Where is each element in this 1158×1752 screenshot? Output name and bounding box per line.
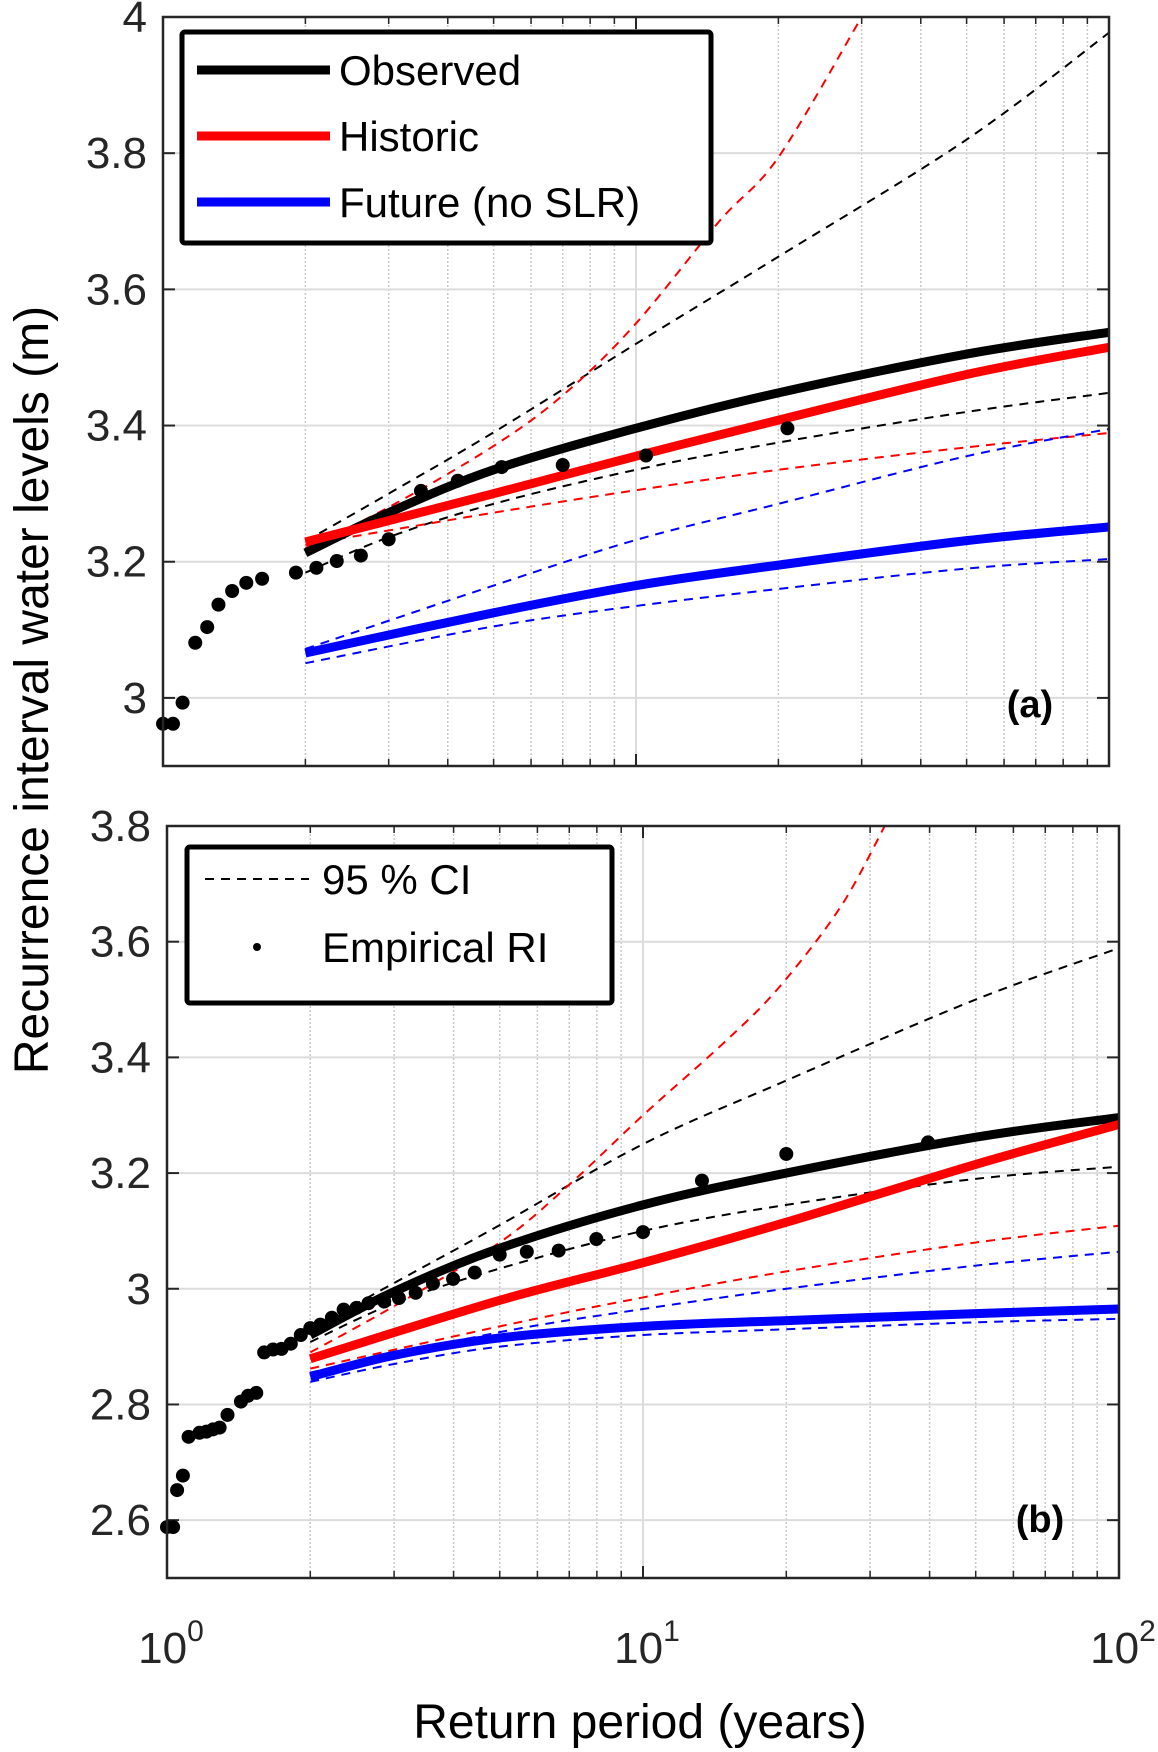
empirical-point [779, 1146, 794, 1161]
y-tick-label: 3.8 [86, 129, 147, 178]
ci-line-observed-95-ci-upper [309, 947, 1119, 1331]
legend-label: Future (no SLR) [339, 179, 640, 226]
empirical-point [519, 1244, 534, 1259]
empirical-point [780, 421, 795, 436]
ci-line-observed-95-ci-upper [304, 31, 1109, 543]
empirical-point [175, 1468, 190, 1483]
empirical-point [921, 1135, 936, 1150]
empirical-point [249, 1385, 264, 1400]
y-axis-label: Recurrence interval water levels (m) [6, 306, 59, 1074]
ci-line-future-95-ci-lower [305, 558, 1109, 665]
empirical-point [450, 473, 465, 488]
axes-frame [165, 824, 1121, 1580]
empirical-point [225, 584, 240, 599]
x-tick-label: 102 [1090, 1615, 1156, 1673]
y-tick-label: 3.2 [86, 538, 147, 587]
legend-label: Historic [339, 113, 479, 160]
ci-line-historic-95-ci-lower [310, 1224, 1119, 1370]
y-tick-label: 3 [127, 1265, 151, 1314]
legend: Observed Historic Future (no SLR) [179, 29, 714, 246]
y-tick-label: 2.8 [90, 1380, 151, 1429]
empirical-point [492, 1247, 507, 1262]
panel-label: (a) [1007, 684, 1053, 726]
empirical-point [283, 1336, 298, 1351]
empirical-point [589, 1232, 604, 1247]
plot-area [308, 826, 1119, 1383]
empirical-point [408, 1285, 423, 1300]
y-tick-label: 4 [123, 0, 147, 42]
fit-line-future-no-slr- [309, 1304, 1119, 1382]
fit-line-historic [308, 1120, 1119, 1364]
x-tick-label: 101 [614, 1615, 680, 1673]
empirical-point [166, 1520, 181, 1535]
empirical-point [381, 532, 396, 547]
y-tick-label: 3.4 [90, 1033, 151, 1082]
fit-line-observed [303, 327, 1109, 557]
empirical-point [188, 635, 203, 650]
ci-line-historic-95-ci-upper [309, 826, 886, 1354]
empirical-point [494, 460, 509, 475]
legend-box [179, 29, 714, 246]
empirical-point [220, 1407, 235, 1422]
x-axis-label: Return period (years) [413, 1696, 867, 1749]
empirical-point [255, 571, 270, 586]
plot-area [303, 17, 1109, 665]
panel-label: (b) [1016, 1499, 1065, 1541]
empirical-point [467, 1265, 482, 1280]
empirical-point [212, 1420, 227, 1435]
empirical-point [239, 575, 254, 590]
empirical-point [211, 597, 226, 612]
empirical-point [391, 1291, 406, 1306]
empirical-point [170, 1483, 185, 1498]
empirical-point [425, 1276, 440, 1291]
legend-label: Empirical RI [322, 924, 548, 971]
ci-line-observed-95-ci-lower [304, 391, 1109, 574]
legend: 95 % CI Empirical RI [184, 844, 615, 1006]
y-tick-label: 3 [123, 674, 147, 723]
ci-line-historic-95-ci-lower [305, 432, 1109, 546]
empirical-point [353, 548, 368, 563]
empirical-point [377, 1294, 392, 1309]
empirical-point [181, 1429, 196, 1444]
y-tick-label: 3.6 [86, 265, 147, 314]
empirical-point [639, 448, 654, 463]
y-tick-label: 2.6 [90, 1496, 151, 1545]
empirical-point [200, 620, 215, 635]
empirical-point [313, 1317, 328, 1332]
panel-a: 3 3.2 3.4 3.6 3.8 4 Observed Historic Future (no… [86, 0, 1111, 768]
fit-line-observed [308, 1113, 1119, 1340]
empirical-point [329, 554, 344, 569]
empirical-point [175, 695, 190, 710]
empirical-point [309, 560, 324, 575]
legend-box [184, 844, 615, 1006]
empirical-point [551, 1243, 566, 1258]
y-tick-label: 3.8 [90, 802, 151, 851]
panel-b: 2.6 2.8 3 3.2 3.4 3.6 3.8 100 101 102 95 % CI Empir… [90, 802, 1156, 1673]
empirical-point [324, 1310, 339, 1325]
empirical-point [361, 1296, 376, 1311]
fit-line-future-no-slr- [304, 522, 1109, 658]
empirical-point [166, 716, 181, 731]
empirical-point [413, 483, 428, 498]
empirical-point [636, 1225, 650, 1240]
y-tick-label: 3.2 [90, 1149, 151, 1198]
axes-frame [161, 15, 1111, 768]
y-tick-label: 3.4 [86, 402, 147, 451]
empirical-point [336, 1302, 351, 1317]
empirical-point [446, 1271, 461, 1286]
empirical-point [349, 1300, 364, 1315]
legend-label: Observed [339, 47, 521, 94]
ci-line-historic-95-ci-upper [304, 17, 863, 550]
legend-label: 95 % CI [322, 856, 471, 903]
empirical-point [288, 565, 303, 580]
ci-line-future-95-ci-lower [310, 1317, 1119, 1383]
legend-marker-swatch [253, 943, 261, 951]
empirical-point [555, 458, 570, 473]
empirical-point [694, 1173, 709, 1188]
fit-line-historic [304, 342, 1109, 547]
x-tick-label: 100 [138, 1615, 204, 1673]
y-tick-label: 3.6 [90, 918, 151, 967]
